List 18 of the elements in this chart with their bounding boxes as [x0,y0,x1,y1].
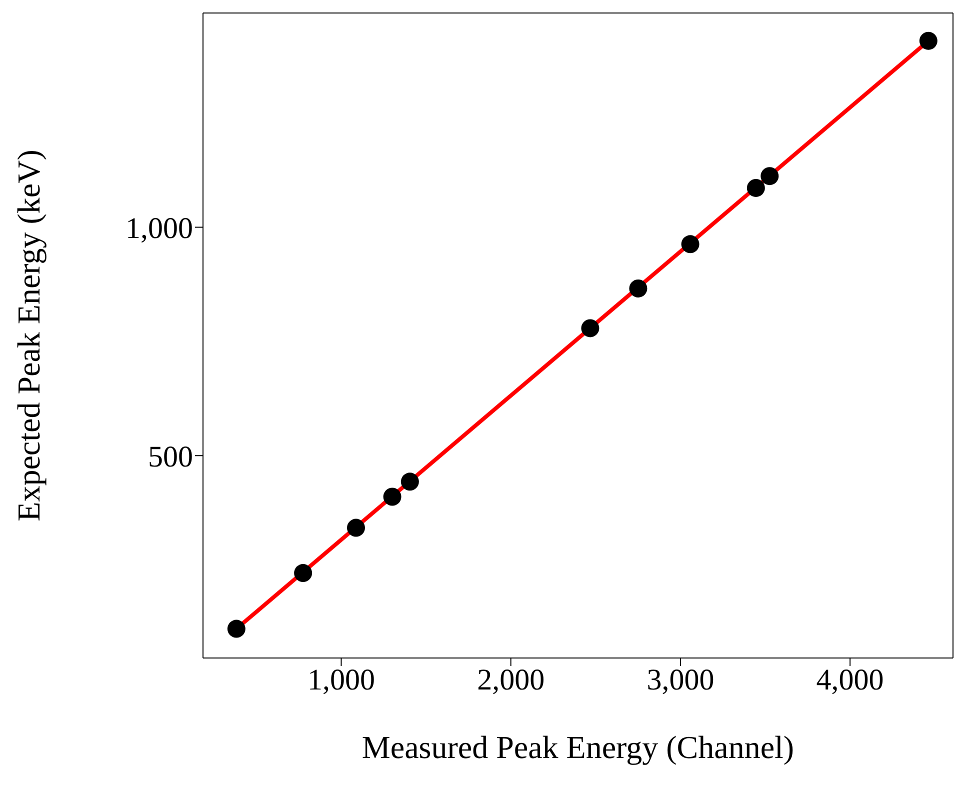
point [294,564,312,582]
point [746,178,765,197]
point [681,235,700,254]
point [760,167,779,186]
x-tick-label: 2,000 [477,663,545,696]
x-tick-label: 3,000 [646,663,714,696]
x-tick-label: 1,000 [307,663,375,696]
point [629,279,648,298]
y-axis-title: Expected Peak Energy (keV) [10,150,46,522]
point [227,620,246,638]
point [346,518,365,537]
point [400,472,419,491]
x-tick-label: 4,000 [816,663,884,696]
point [581,319,600,338]
point [919,32,938,50]
point [383,488,402,506]
x-axis-title: Measured Peak Energy (Channel) [362,729,794,765]
y-tick-label: 500 [148,440,193,474]
